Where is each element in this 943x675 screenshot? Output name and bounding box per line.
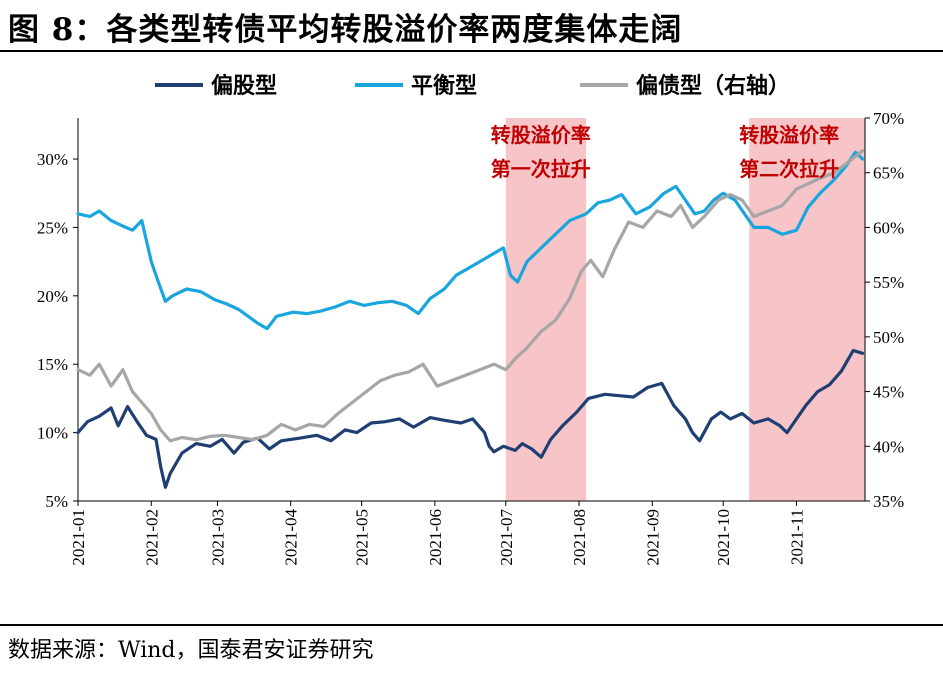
x-tick-label: 2021-01: [69, 509, 88, 566]
right-tick-label: 65%: [873, 164, 904, 183]
left-tick-label: 15%: [37, 355, 68, 374]
x-tick-label: 2021-08: [570, 509, 589, 566]
x-tick-label: 2021-10: [714, 509, 733, 566]
right-tick-label: 50%: [873, 328, 904, 347]
series-line-3: [76, 149, 865, 443]
highlight-band-2: [749, 118, 865, 501]
annotation-2-line1: 转股溢价率: [739, 123, 839, 147]
highlight-bands: [505, 118, 865, 501]
series-line-2: [76, 150, 865, 331]
left-tick-label: 20%: [37, 287, 68, 306]
x-tick-label: 2021-11: [787, 509, 806, 565]
right-tick-label: 60%: [873, 218, 904, 237]
legend: 偏股型 平衡型 偏债型（右轴）: [155, 73, 790, 99]
right-tick-label: 45%: [873, 383, 904, 402]
footer-divider: [0, 624, 943, 626]
series-line-1: [76, 348, 865, 489]
axes: 5% 10% 15% 20% 25% 30% 35% 40% 45% 50% 55% 60% 65% 70…: [37, 109, 904, 566]
figure-title: 图 8：各类型转债平均转股溢价率两度集体走阔: [8, 12, 683, 48]
chart: 5% 10% 15% 20% 25% 30% 35% 40% 45% 50% 55% 60% 65% 70…: [37, 73, 904, 566]
left-tick-label: 10%: [37, 424, 68, 443]
legend-label-2: 平衡型: [411, 73, 477, 99]
right-tick-label: 40%: [873, 437, 904, 456]
source-note: 数据来源：Wind，国泰君安证券研究: [8, 638, 374, 663]
right-tick-label: 35%: [873, 492, 904, 511]
right-tick-label: 55%: [873, 273, 904, 292]
x-tick-label: 2021-07: [497, 509, 516, 566]
x-tick-label: 2021-06: [426, 509, 445, 566]
x-tick-label: 2021-09: [643, 509, 662, 566]
legend-label-1: 偏股型: [211, 73, 277, 99]
x-tick-label: 2021-05: [353, 509, 372, 566]
x-tick-label: 2021-02: [142, 509, 161, 566]
title-divider: [0, 50, 943, 52]
highlight-band-1: [505, 118, 587, 501]
annotation-2-line2: 第二次拉升: [739, 157, 839, 181]
x-tick-label: 2021-03: [208, 509, 227, 566]
left-tick-label: 30%: [37, 150, 68, 169]
x-tick-label: 2021-04: [282, 509, 301, 566]
series-lines: [76, 149, 865, 489]
right-tick-label: 70%: [873, 109, 904, 128]
annotation-1-line2: 第一次拉升: [491, 157, 591, 181]
left-tick-label: 25%: [37, 218, 68, 237]
annotation-1-line1: 转股溢价率: [491, 123, 591, 147]
legend-label-3: 偏债型（右轴）: [636, 73, 790, 99]
left-tick-label: 5%: [45, 492, 68, 511]
